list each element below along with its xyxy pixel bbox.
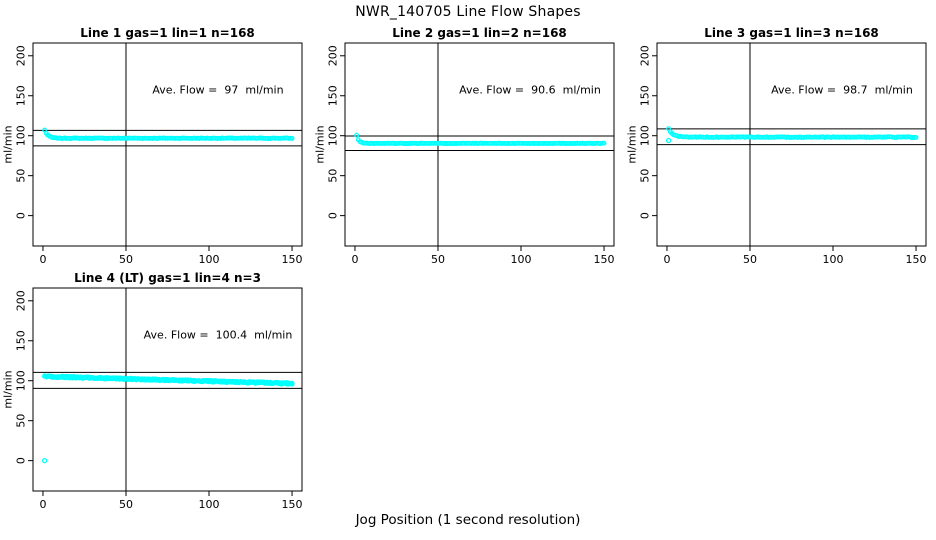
svg-text:150: 150 [594,253,615,266]
flow-panel-line-3: Line 3 gas=1 lin=3 n=168 0 50 100 150 0 50 100… [624,25,936,270]
svg-text:200: 200 [327,45,340,66]
svg-text:50: 50 [431,253,445,266]
ave-flow-annotation: Ave. Flow = 97 ml/min [152,83,284,97]
panel-title: Line 2 gas=1 lin=2 n=168 [392,26,567,40]
svg-text:0: 0 [327,212,340,219]
svg-text:100: 100 [639,125,652,146]
svg-text:150: 150 [282,253,303,266]
svg-text:50: 50 [119,498,133,511]
ave-flow-annotation: Ave. Flow = 100.4 ml/min [143,328,293,342]
svg-text:50: 50 [639,169,652,183]
flow-panel-line-1: Line 1 gas=1 lin=1 n=168 0 50 100 150 0 50 100… [0,25,312,270]
x-axis-label: Jog Position (1 second resolution) [355,512,581,528]
svg-text:0: 0 [663,253,670,266]
panel-title: Line 3 gas=1 lin=3 n=168 [704,26,879,40]
svg-text:0: 0 [639,212,652,219]
svg-text:50: 50 [119,253,133,266]
svg-text:150: 150 [906,253,927,266]
svg-text:100: 100 [199,253,220,266]
svg-text:150: 150 [639,85,652,106]
svg-text:200: 200 [15,45,28,66]
svg-text:100: 100 [199,498,220,511]
svg-text:0: 0 [351,253,358,266]
svg-text:150: 150 [15,85,28,106]
svg-text:50: 50 [15,169,28,183]
svg-text:ml/min: ml/min [2,370,15,408]
svg-text:50: 50 [327,169,340,183]
svg-text:0: 0 [39,253,46,266]
svg-text:ml/min: ml/min [2,125,15,163]
svg-text:0: 0 [15,457,28,464]
svg-text:100: 100 [823,253,844,266]
panel-plot: 0 50 100 150 0 50 100 150 200 ml/min [2,42,303,266]
panel-plot: 0 50 100 150 0 50 100 150 200 ml/min [314,42,615,266]
ave-flow-annotation: Ave. Flow = 90.6 ml/min [459,83,601,97]
ave-flow-annotation: Ave. Flow = 98.7 ml/min [771,83,913,97]
svg-text:100: 100 [15,370,28,391]
panel-title: Line 1 gas=1 lin=1 n=168 [80,26,255,40]
svg-text:200: 200 [15,290,28,311]
svg-text:ml/min: ml/min [314,125,327,163]
svg-text:50: 50 [15,414,28,428]
svg-text:50: 50 [743,253,757,266]
svg-text:150: 150 [15,330,28,351]
svg-text:150: 150 [327,85,340,106]
svg-text:200: 200 [639,45,652,66]
panel-plot: 0 50 100 150 0 50 100 150 200 ml/min [2,287,303,511]
panel-title: Line 4 (LT) gas=1 lin=4 n=3 [74,271,261,285]
svg-text:100: 100 [511,253,532,266]
svg-text:0: 0 [15,212,28,219]
flow-panel-line-2: Line 2 gas=1 lin=2 n=168 0 50 100 150 0 50 100… [312,25,624,270]
svg-text:150: 150 [282,498,303,511]
panel-plot: 0 50 100 150 0 50 100 150 200 ml/min [626,42,927,266]
flow-panel-line-4: Line 4 (LT) gas=1 lin=4 n=3 0 50 100 150 0 50… [0,270,312,515]
svg-text:ml/min: ml/min [626,125,639,163]
svg-text:0: 0 [39,498,46,511]
svg-text:100: 100 [327,125,340,146]
figure-title: NWR_140705 Line Flow Shapes [355,4,581,20]
svg-text:100: 100 [15,125,28,146]
